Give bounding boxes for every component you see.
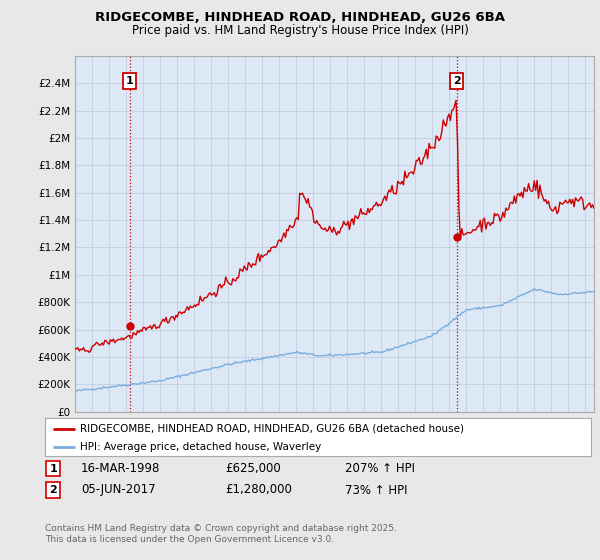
Text: HPI: Average price, detached house, Waverley: HPI: Average price, detached house, Wave… (80, 442, 322, 452)
Text: 05-JUN-2017: 05-JUN-2017 (81, 483, 155, 497)
Text: Price paid vs. HM Land Registry's House Price Index (HPI): Price paid vs. HM Land Registry's House … (131, 24, 469, 36)
Text: 1: 1 (49, 464, 57, 474)
Text: RIDGECOMBE, HINDHEAD ROAD, HINDHEAD, GU26 6BA: RIDGECOMBE, HINDHEAD ROAD, HINDHEAD, GU2… (95, 11, 505, 24)
Text: 1: 1 (126, 76, 133, 86)
Text: 207% ↑ HPI: 207% ↑ HPI (345, 462, 415, 475)
Text: 2: 2 (49, 485, 57, 495)
Text: 16-MAR-1998: 16-MAR-1998 (81, 462, 160, 475)
Text: Contains HM Land Registry data © Crown copyright and database right 2025.
This d: Contains HM Land Registry data © Crown c… (45, 524, 397, 544)
Text: 2: 2 (453, 76, 461, 86)
Text: £1,280,000: £1,280,000 (225, 483, 292, 497)
Text: RIDGECOMBE, HINDHEAD ROAD, HINDHEAD, GU26 6BA (detached house): RIDGECOMBE, HINDHEAD ROAD, HINDHEAD, GU2… (80, 423, 464, 433)
Text: £625,000: £625,000 (225, 462, 281, 475)
Text: 73% ↑ HPI: 73% ↑ HPI (345, 483, 407, 497)
